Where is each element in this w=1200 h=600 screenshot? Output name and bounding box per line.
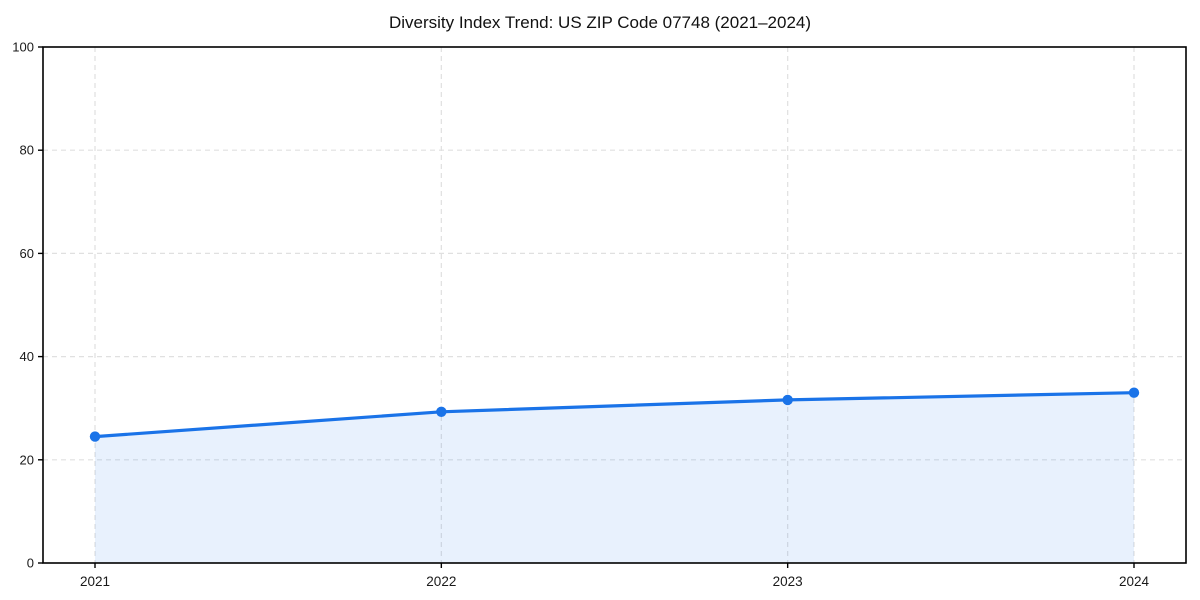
y-tick-label: 80 [20, 143, 34, 158]
x-tick-label: 2023 [773, 574, 803, 589]
y-tick-label: 0 [27, 556, 34, 571]
data-point-2023 [782, 394, 793, 406]
data-point-2021 [89, 431, 101, 442]
chart-title: Diversity Index Trend: US ZIP Code 07748… [388, 13, 812, 32]
x-tick-label: 2024 [1119, 574, 1150, 589]
y-tick-label: 60 [20, 246, 34, 261]
y-tick-label: 20 [20, 452, 34, 467]
data-point-2022 [436, 406, 447, 418]
trend-line [93, 391, 1136, 439]
plot-border [42, 46, 1187, 564]
y-tick-label: 40 [20, 349, 34, 364]
x-tick-label: 2022 [426, 574, 456, 589]
x-tick-label: 2021 [80, 574, 110, 589]
y-tick-label: 100 [12, 40, 34, 55]
area-fill [95, 392, 1134, 563]
data-point-2024 [1128, 387, 1140, 398]
